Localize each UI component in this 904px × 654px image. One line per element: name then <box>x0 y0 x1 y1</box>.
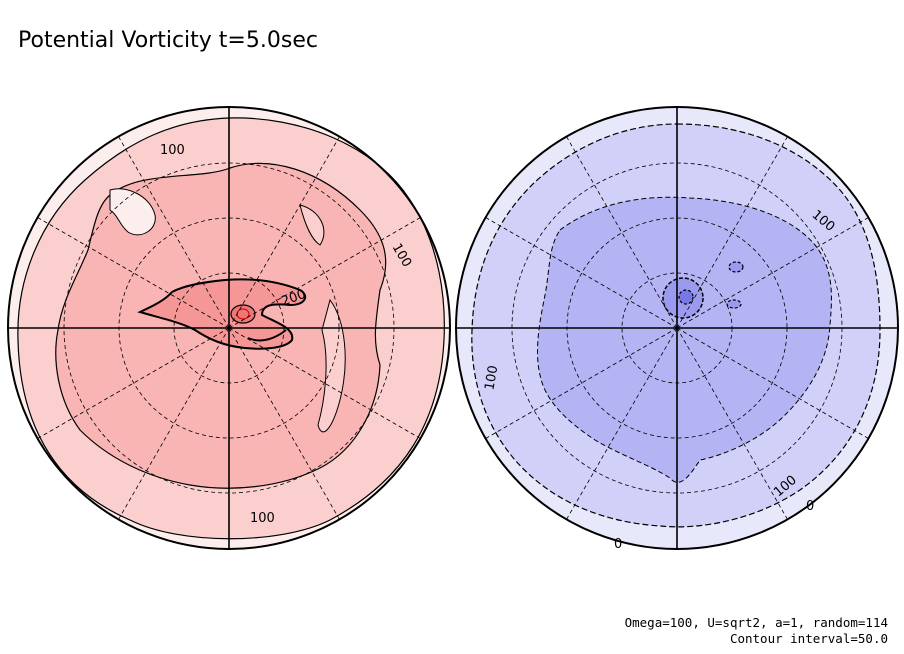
north-label-bottom: 100 <box>250 511 275 526</box>
north-level3-fill <box>137 278 307 350</box>
south-label-bottom: 0 <box>614 537 622 552</box>
south-label-left: 100 <box>482 364 501 391</box>
figure-title: Potential Vorticity t=5.0sec <box>18 28 318 53</box>
north-hemisphere-plot: 100 100 100 200 <box>7 106 451 550</box>
south-label-bottom-right: 0 <box>806 499 814 514</box>
south-hemisphere-plot: 100 100 100 0 0 <box>455 106 899 552</box>
north-level2-filament-1 <box>109 188 156 236</box>
north-level2-filament-2 <box>317 298 346 433</box>
south-vortex-small-1 <box>728 261 744 273</box>
footer-parameters: Omega=100, U=sqrt2, a=1, random=114 <box>625 615 888 630</box>
south-level2-fill <box>536 196 832 483</box>
footer-contour-interval: Contour interval=50.0 <box>730 631 888 646</box>
north-level2-filament-3 <box>299 204 325 246</box>
north-level4-fill <box>230 304 256 324</box>
north-boundary <box>7 106 451 550</box>
north-label-top: 100 <box>160 143 185 158</box>
south-level4-fill <box>678 289 694 305</box>
south-vortex-small-2 <box>726 299 742 309</box>
south-boundary <box>455 106 899 550</box>
north-tail-band <box>247 329 287 342</box>
